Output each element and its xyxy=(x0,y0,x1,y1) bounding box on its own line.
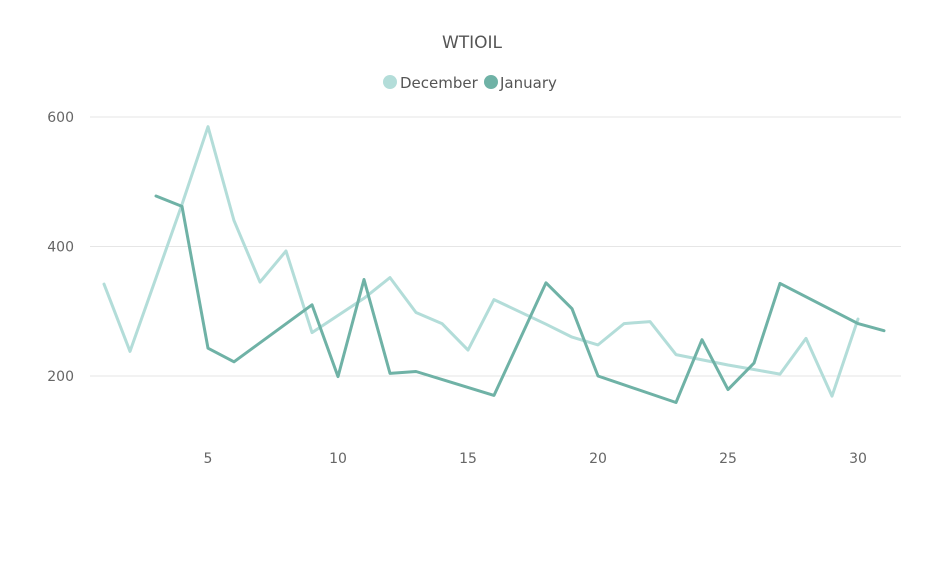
data-point-january[interactable] xyxy=(204,344,212,352)
legend-label-december: December xyxy=(400,74,479,92)
data-point-january[interactable] xyxy=(880,327,888,335)
data-point-january[interactable] xyxy=(178,202,186,210)
y-tick-label: 600 xyxy=(47,110,74,126)
data-point-december[interactable] xyxy=(802,334,810,342)
data-point-december[interactable] xyxy=(568,333,576,341)
legend-label-january: January xyxy=(499,74,557,92)
data-point-january[interactable] xyxy=(750,359,758,367)
data-point-december[interactable] xyxy=(126,347,134,355)
legend-item-december[interactable]: December xyxy=(383,74,479,92)
x-tick-label: 25 xyxy=(719,451,737,467)
data-point-january[interactable] xyxy=(698,336,706,344)
plot-area xyxy=(100,123,888,407)
data-point-january[interactable] xyxy=(412,367,420,375)
y-axis-ticks: 200 400 600 xyxy=(47,110,74,385)
data-point-january[interactable] xyxy=(854,320,862,328)
data-point-january[interactable] xyxy=(594,372,602,380)
data-point-december[interactable] xyxy=(282,247,290,255)
data-point-december[interactable] xyxy=(230,217,238,225)
data-point-january[interactable] xyxy=(568,305,576,313)
x-tick-label: 30 xyxy=(849,451,867,467)
legend-marker-january xyxy=(484,75,498,89)
data-point-december[interactable] xyxy=(100,280,108,288)
data-point-january[interactable] xyxy=(152,192,160,200)
data-point-december[interactable] xyxy=(256,278,264,286)
data-point-december[interactable] xyxy=(308,329,316,337)
x-tick-label: 20 xyxy=(589,451,607,467)
legend-marker-december xyxy=(383,75,397,89)
chart-title: WTIOIL xyxy=(442,33,503,53)
data-point-january[interactable] xyxy=(776,279,784,287)
data-point-december[interactable] xyxy=(646,318,654,326)
data-point-january[interactable] xyxy=(360,276,368,284)
y-tick-label: 200 xyxy=(47,369,74,385)
data-point-december[interactable] xyxy=(828,392,836,400)
x-axis-ticks: 5 10 15 20 25 30 xyxy=(204,451,867,467)
data-point-january[interactable] xyxy=(230,358,238,366)
data-point-december[interactable] xyxy=(412,309,420,317)
data-point-december[interactable] xyxy=(386,274,394,282)
legend: December January xyxy=(383,74,557,92)
series-line-december[interactable] xyxy=(102,125,860,398)
data-point-december[interactable] xyxy=(204,123,212,131)
data-point-december[interactable] xyxy=(776,370,784,378)
data-point-january[interactable] xyxy=(386,369,394,377)
data-point-december[interactable] xyxy=(724,361,732,369)
x-tick-label: 10 xyxy=(329,451,347,467)
data-point-december[interactable] xyxy=(672,351,680,359)
legend-item-january[interactable]: January xyxy=(484,74,557,92)
data-point-december[interactable] xyxy=(594,341,602,349)
data-point-january[interactable] xyxy=(490,391,498,399)
y-tick-label: 400 xyxy=(47,240,74,256)
data-point-december[interactable] xyxy=(542,320,550,328)
data-point-january[interactable] xyxy=(672,399,680,407)
data-point-january[interactable] xyxy=(308,301,316,309)
data-point-december[interactable] xyxy=(620,320,628,328)
x-tick-label: 15 xyxy=(459,451,477,467)
data-point-january[interactable] xyxy=(724,386,732,394)
data-point-january[interactable] xyxy=(334,373,342,381)
data-point-december[interactable] xyxy=(464,346,472,354)
series-line-january[interactable] xyxy=(154,194,886,404)
data-point-january[interactable] xyxy=(542,279,550,287)
x-tick-label: 5 xyxy=(204,451,213,467)
data-point-december[interactable] xyxy=(490,296,498,304)
gridlines xyxy=(90,116,901,377)
data-point-december[interactable] xyxy=(438,320,446,328)
